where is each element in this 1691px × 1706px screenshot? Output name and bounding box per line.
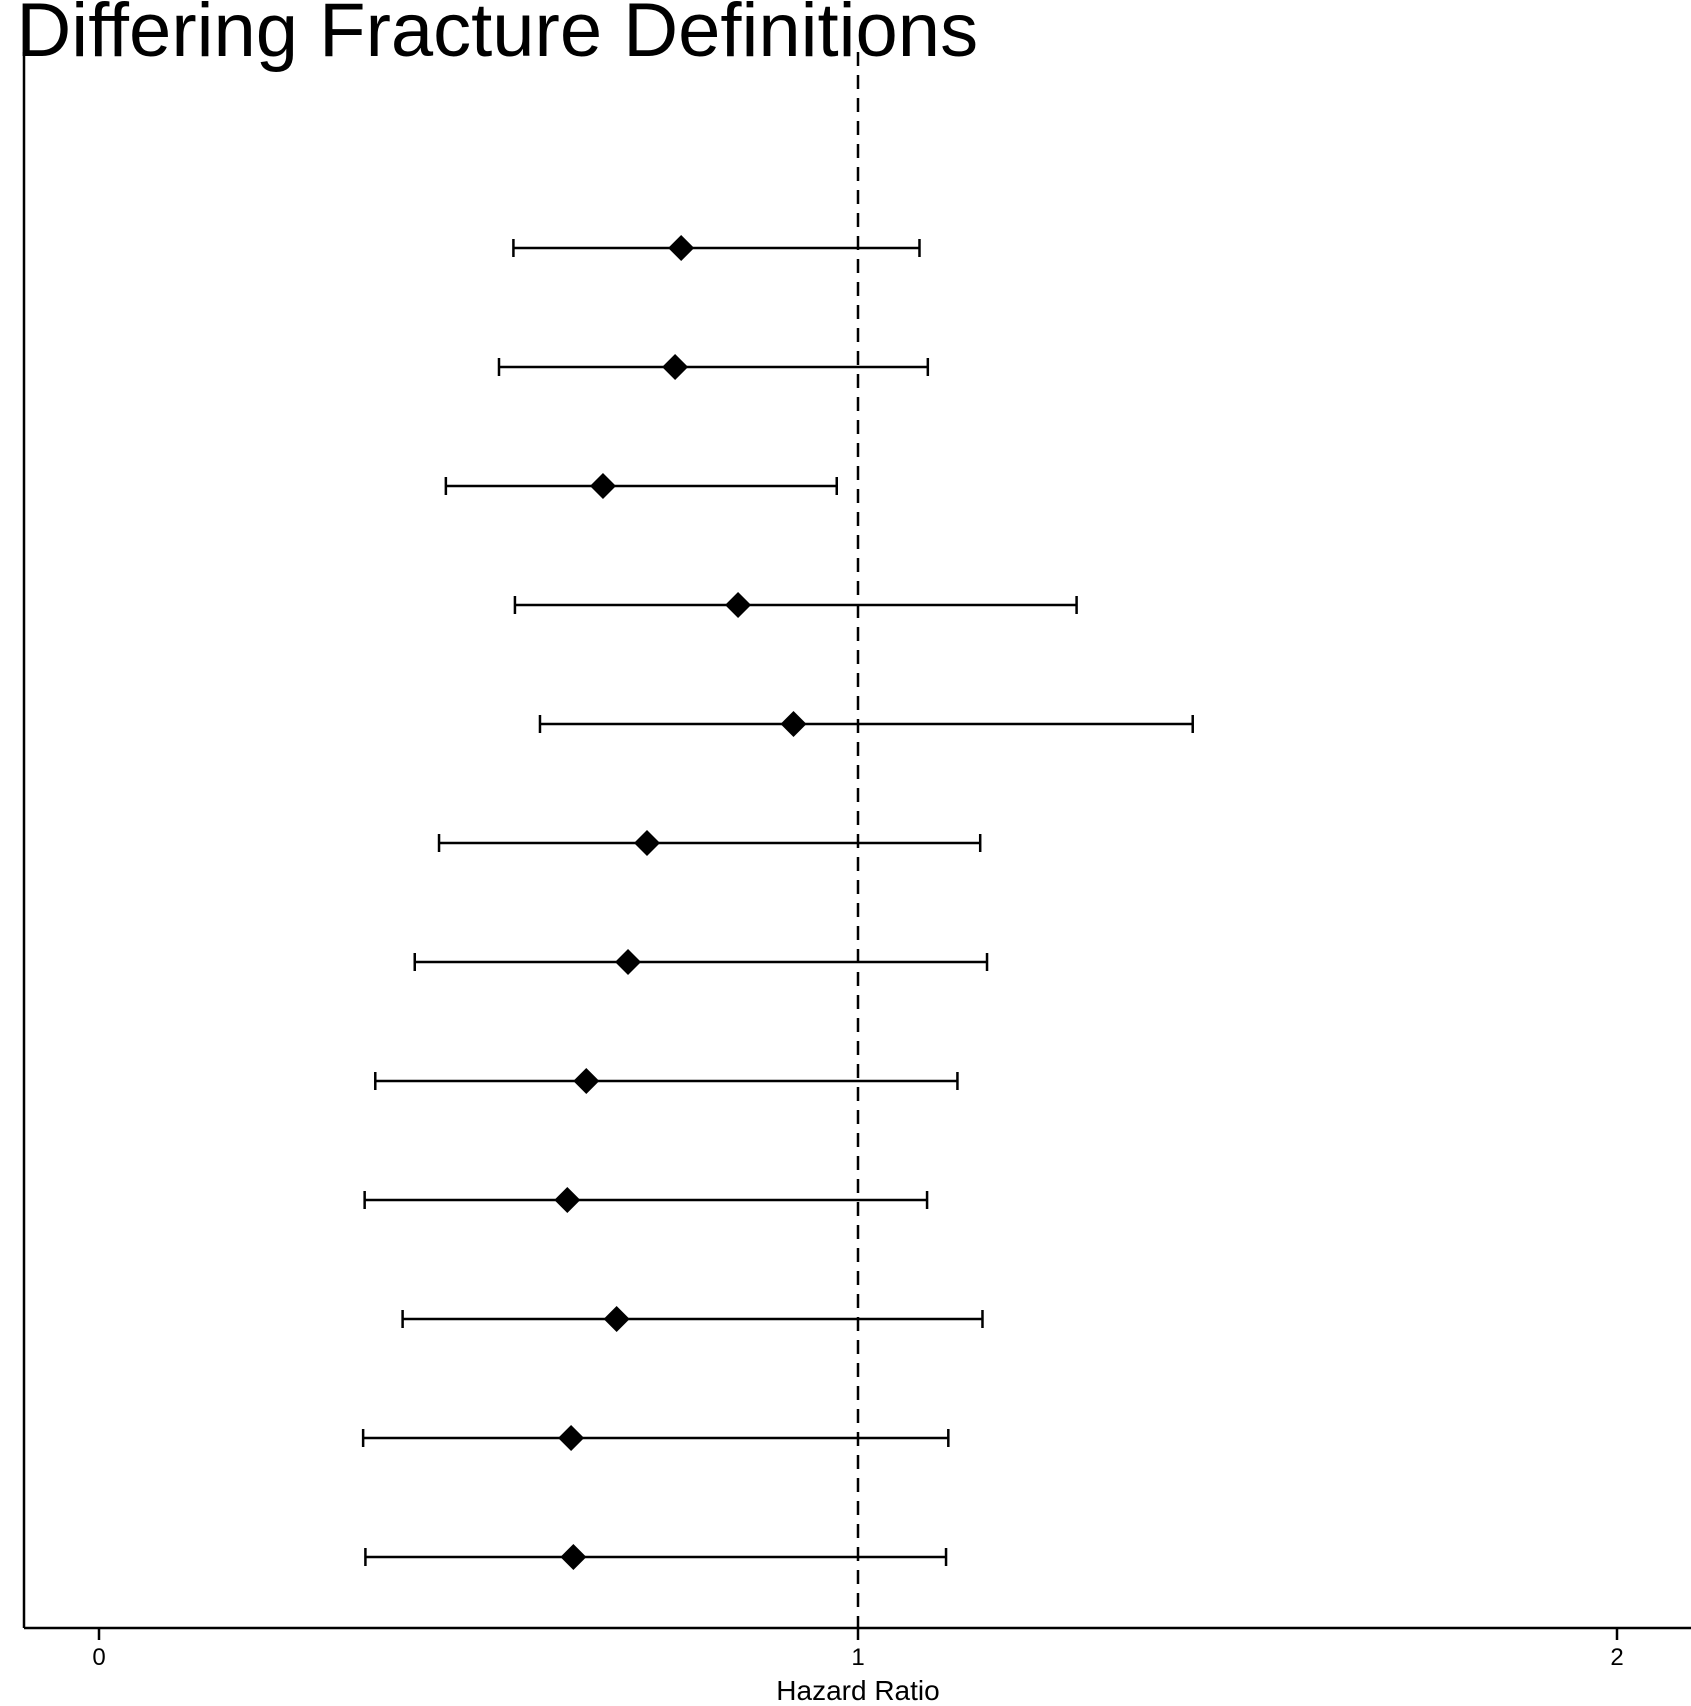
x-tick-label-0: 0: [92, 1644, 105, 1671]
point-estimate-1: [668, 235, 695, 261]
point-estimate-3: [589, 473, 616, 499]
point-estimate-10: [603, 1306, 630, 1332]
point-estimate-11: [558, 1425, 585, 1451]
point-estimate-2: [662, 354, 689, 380]
point-estimate-5: [780, 711, 807, 737]
x-tick-label-2: 2: [1610, 1644, 1623, 1671]
chart-title: r Differing Fracture Definitions: [0, 0, 978, 73]
point-estimate-8: [573, 1068, 600, 1094]
point-estimate-7: [615, 949, 642, 975]
x-axis-label: Hazard Ratio: [776, 1675, 939, 1706]
point-estimate-4: [725, 592, 752, 618]
point-estimate-9: [554, 1187, 581, 1213]
point-estimate-12: [560, 1544, 587, 1570]
point-estimate-6: [633, 830, 660, 856]
x-tick-label-1: 1: [851, 1644, 864, 1671]
plot-area: 0 1 2: [22, 52, 1691, 1671]
